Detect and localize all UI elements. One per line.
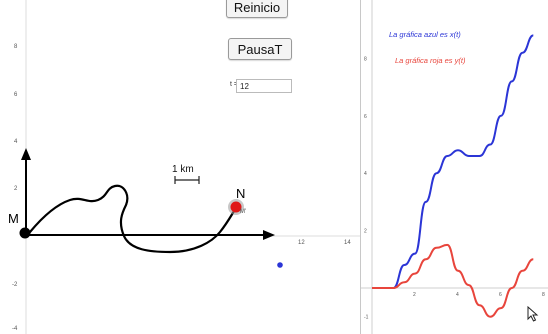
left-y-tick-label: -4 <box>12 326 18 332</box>
right-x-tick-label: 6 <box>499 292 502 298</box>
right-y-tick-label: 6 <box>364 114 367 120</box>
right-x-tick-label: 8 <box>542 292 545 298</box>
left-y-tick-label: 2 <box>14 186 18 192</box>
blue-caption: La gráfica azul es x(t) <box>389 30 461 39</box>
point-n[interactable] <box>230 201 242 213</box>
reset-button[interactable]: Reinicio <box>226 0 288 18</box>
vertical-arrow-head-icon <box>21 148 31 160</box>
right-x-tick-label: 2 <box>413 292 416 298</box>
left-y-tick-label: 8 <box>14 44 18 50</box>
left-y-tick-label: -2 <box>12 282 18 288</box>
t-label: t = <box>230 81 238 88</box>
trajectory-path <box>28 184 238 254</box>
mouse-pointer-icon <box>527 306 539 322</box>
series-layer <box>372 34 534 318</box>
left-y-tick-labels: 8 6 4 2 -2 -4 <box>12 44 18 332</box>
left-y-tick-label: 4 <box>14 139 18 145</box>
scale-label: 1 km <box>172 164 194 175</box>
point-n-label: N <box>236 186 245 201</box>
right-y-tick-label: 8 <box>364 56 367 62</box>
right-graphics-view[interactable]: 8 6 4 2 -1 2 4 6 8 La gráfica azul es x(t) La gr… <box>361 0 548 334</box>
right-tick-labels: 8 6 4 2 -1 2 4 6 8 <box>364 56 545 320</box>
left-x-tick-label: 14 <box>344 240 351 246</box>
right-y-tick-label: 4 <box>364 171 367 177</box>
left-y-tick-label: 6 <box>14 92 18 98</box>
left-x-tick-label: 12 <box>298 240 305 246</box>
right-y-tick-label: 2 <box>364 229 367 235</box>
right-x-tick-label: 4 <box>456 292 459 298</box>
point-n-sublabel: M' <box>240 209 246 215</box>
blue-dot[interactable] <box>277 262 283 268</box>
t-input[interactable] <box>236 79 292 93</box>
horizontal-arrow-head-icon <box>263 230 275 240</box>
y-series-line <box>372 243 534 318</box>
view-divider <box>360 0 361 334</box>
red-caption: La gráfica roja es y(t) <box>395 56 466 65</box>
left-x-tick-labels: 12 14 <box>298 240 351 246</box>
point-m[interactable] <box>19 227 31 239</box>
point-m-label: M <box>8 211 19 226</box>
right-y-tick-label: -1 <box>364 315 369 321</box>
x-series-line <box>372 34 534 289</box>
pause-button[interactable]: PausaT <box>228 38 292 60</box>
